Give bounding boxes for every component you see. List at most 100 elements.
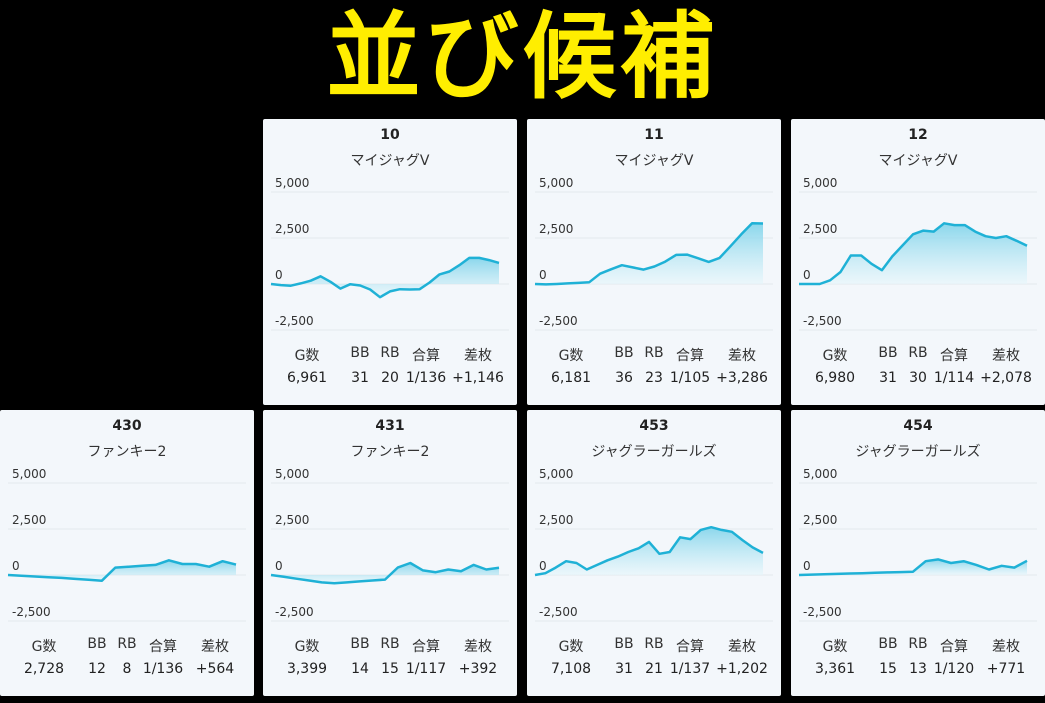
stats-value: 13: [909, 661, 927, 677]
stats-header: G数: [294, 348, 320, 364]
machine-number: 11: [644, 127, 664, 143]
stats-column: 差枚 +3,286: [712, 345, 772, 395]
y-tick-label: 5,000: [803, 467, 837, 481]
stats-column: G数 6,181: [541, 345, 601, 395]
y-tick-label: 2,500: [12, 513, 46, 527]
y-tick-label: 2,500: [539, 513, 573, 527]
stats-header: RB: [117, 636, 137, 652]
stats-column: G数 2,728: [14, 636, 74, 686]
stats-header: 合算: [676, 348, 704, 364]
stats-column: G数 6,961: [277, 345, 337, 395]
stats-header: 合算: [676, 639, 704, 655]
stats-table: G数 3,399 BB 14 RB 15 合算 1/117 差枚 +392: [263, 636, 517, 696]
stats-value: 3,361: [814, 661, 856, 677]
y-tick-label: 2,500: [803, 513, 837, 527]
slump-area: [271, 563, 499, 584]
stats-column: BB 31: [594, 636, 654, 686]
stats-column: BB 31: [858, 345, 918, 395]
machine-card-430[interactable]: 430 ファンキー2 5,000 2,500 0 -2,500 G数 2,728 BB 12 RB 8…: [0, 410, 254, 696]
y-tick-label: 0: [539, 268, 547, 282]
stats-column: 合算 1/137: [660, 636, 720, 686]
stats-column: 合算 1/117: [396, 636, 456, 686]
stats-value: 1/117: [405, 661, 447, 677]
stats-column: 合算 1/136: [396, 345, 456, 395]
stats-header: BB: [878, 345, 898, 361]
stats-header: G数: [558, 348, 584, 364]
machine-name: マイジャグV: [350, 153, 430, 169]
stats-header: 差枚: [992, 639, 1020, 655]
stats-table: G数 6,181 BB 36 RB 23 合算 1/105 差枚 +3,286: [527, 345, 781, 405]
stats-value: +1,146: [452, 370, 504, 386]
stats-table: G数 6,980 BB 31 RB 30 合算 1/114 差枚 +2,078: [791, 345, 1045, 405]
stats-header: 合算: [412, 348, 440, 364]
stats-header: 合算: [149, 639, 177, 655]
stats-header: 差枚: [728, 348, 756, 364]
stats-header: 差枚: [992, 348, 1020, 364]
slump-area: [799, 223, 1027, 284]
stats-column: G数 3,399: [277, 636, 337, 686]
y-tick-label: -2,500: [803, 314, 842, 328]
stats-header: BB: [614, 345, 634, 361]
stats-column: 差枚 +1,202: [712, 636, 772, 686]
y-tick-label: 2,500: [275, 222, 309, 236]
y-tick-label: 5,000: [803, 176, 837, 190]
stats-table: G数 2,728 BB 12 RB 8 合算 1/136 差枚 +564: [0, 636, 254, 696]
machine-card-10[interactable]: 10 マイジャグV 5,000 2,500 0 -2,500 G数 6,961 BB 31 RB 20…: [263, 119, 517, 405]
y-tick-label: 0: [803, 559, 811, 573]
stats-column: 差枚 +392: [448, 636, 508, 686]
stats-header: RB: [908, 636, 928, 652]
slump-area: [271, 257, 499, 298]
stats-table: G数 6,961 BB 31 RB 20 合算 1/136 差枚 +1,146: [263, 345, 517, 405]
stats-value: 15: [381, 661, 399, 677]
stats-value: 31: [351, 370, 369, 386]
machine-card-454[interactable]: 454 ジャグラーガールズ 5,000 2,500 0 -2,500 G数 3,361 BB 15…: [791, 410, 1045, 696]
y-tick-label: 5,000: [275, 176, 309, 190]
stats-value: 31: [879, 370, 897, 386]
stats-header: 差枚: [464, 348, 492, 364]
machine-number: 453: [639, 418, 669, 434]
y-tick-label: 0: [275, 268, 283, 282]
machine-card-431[interactable]: 431 ファンキー2 5,000 2,500 0 -2,500 G数 3,399 BB 14 RB 1…: [263, 410, 517, 696]
stats-header: RB: [644, 345, 664, 361]
y-tick-label: -2,500: [539, 605, 578, 619]
stats-header: G数: [822, 639, 848, 655]
stats-value: 30: [909, 370, 927, 386]
page-title: 並び候補: [326, 3, 719, 112]
stats-table: G数 3,361 BB 15 RB 13 合算 1/120 差枚 +771: [791, 636, 1045, 696]
stats-value: 21: [645, 661, 663, 677]
stats-column: 差枚 +564: [185, 636, 245, 686]
machine-name: ジャグラーガールズ: [591, 444, 717, 460]
stats-column: RB 30: [888, 345, 948, 395]
stats-value: 12: [88, 661, 106, 677]
slump-chart: 5,000 2,500 0 -2,500: [534, 176, 773, 331]
machine-number: 10: [380, 127, 400, 143]
stats-column: BB 36: [594, 345, 654, 395]
machine-name: マイジャグV: [878, 153, 958, 169]
stats-value: +564: [195, 661, 235, 677]
stats-header: BB: [350, 636, 370, 652]
stats-column: RB 23: [624, 345, 684, 395]
stats-header: RB: [380, 345, 400, 361]
y-tick-label: -2,500: [803, 605, 842, 619]
stats-header: RB: [644, 636, 664, 652]
machine-name: マイジャグV: [614, 153, 694, 169]
machine-card-453[interactable]: 453 ジャグラーガールズ 5,000 2,500 0 -2,500 G数 7,108 BB 31…: [527, 410, 781, 696]
machine-name: ジャグラーガールズ: [855, 444, 981, 460]
stats-column: RB 20: [360, 345, 420, 395]
stats-value: 1/136: [405, 370, 447, 386]
stats-header: 差枚: [728, 639, 756, 655]
stats-value: +3,286: [716, 370, 768, 386]
stats-header: G数: [558, 639, 584, 655]
stats-column: RB 21: [624, 636, 684, 686]
slump-chart: 5,000 2,500 0 -2,500: [798, 467, 1037, 622]
machine-number: 454: [903, 418, 933, 434]
stats-column: 合算 1/120: [924, 636, 984, 686]
stats-value: +771: [986, 661, 1026, 677]
stats-column: 合算 1/136: [133, 636, 193, 686]
stats-header: 差枚: [464, 639, 492, 655]
machine-card-12[interactable]: 12 マイジャグV 5,000 2,500 0 -2,500 G数 6,980 BB 31 RB 30…: [791, 119, 1045, 405]
machine-card-11[interactable]: 11 マイジャグV 5,000 2,500 0 -2,500 G数 6,181 BB 36 RB 23…: [527, 119, 781, 405]
machine-number: 431: [375, 418, 405, 434]
stats-header: BB: [878, 636, 898, 652]
slump-chart: 5,000 2,500 0 -2,500: [270, 176, 509, 331]
